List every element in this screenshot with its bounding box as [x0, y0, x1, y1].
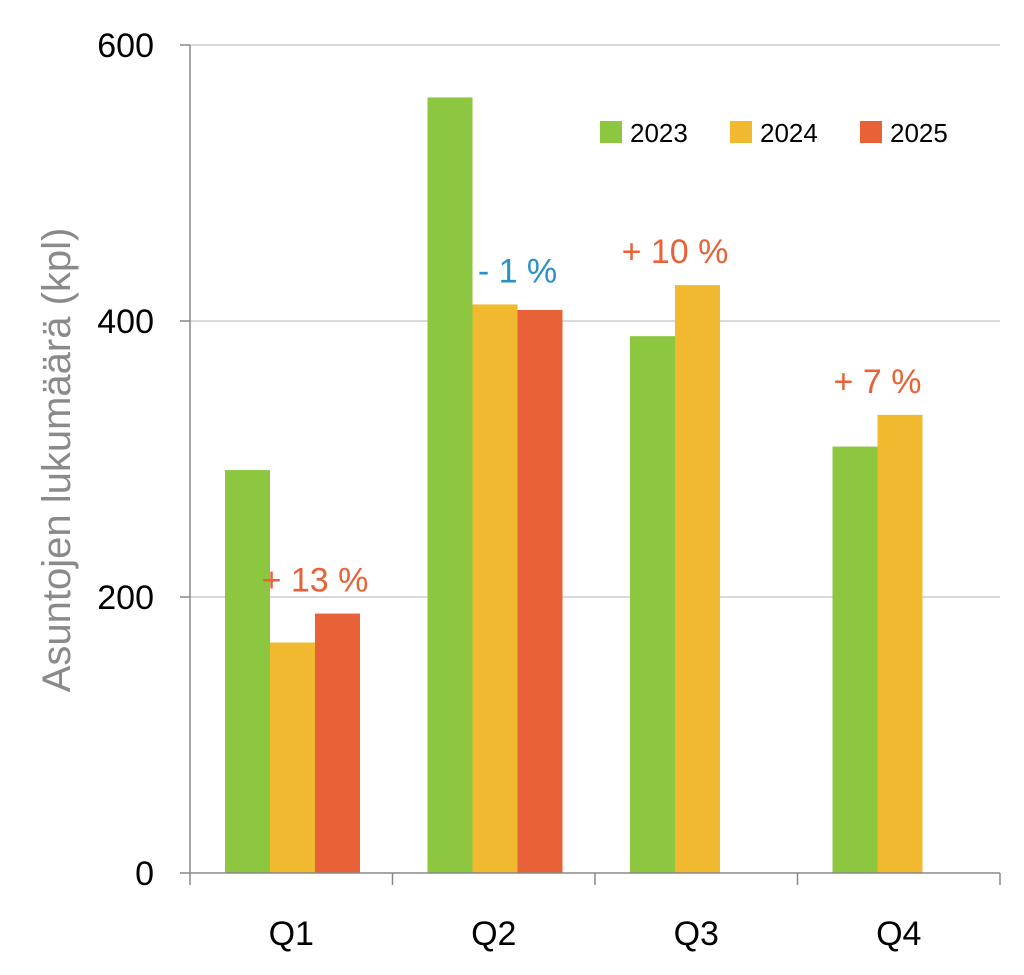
change-annotation-q2: - 1 % — [478, 252, 557, 290]
annotations: + 13 % - 1 % + 10 % + 7 % — [262, 233, 922, 599]
bar-q3-2024 — [675, 285, 720, 873]
change-annotation-q4: + 7 % — [834, 363, 922, 401]
bar-q1-2025 — [315, 613, 360, 873]
legend-swatch-2024 — [730, 121, 752, 143]
bars — [225, 97, 923, 874]
x-tick-label: Q2 — [471, 915, 516, 953]
x-tick-label: Q1 — [269, 915, 314, 953]
bar-q4-2024 — [877, 414, 923, 873]
change-annotation-q3: + 10 % — [622, 233, 729, 271]
bar-q4-2023 — [832, 446, 878, 873]
x-tick-label: Q3 — [674, 915, 719, 953]
bar-q2-2025 — [517, 309, 563, 874]
legend-swatch-2025 — [860, 121, 882, 143]
y-tick-label: 600 — [97, 27, 154, 65]
y-tick-label: 0 — [135, 855, 154, 893]
y-tick-labels: 0 200 400 600 — [97, 27, 154, 893]
x-tick-labels: Q1 Q2 Q3 Q4 — [269, 915, 922, 953]
bar-q2-2024 — [472, 304, 518, 873]
y-tick-label: 400 — [97, 303, 154, 341]
x-tick-label: Q4 — [876, 915, 921, 953]
legend-label-2025: 2025 — [890, 118, 948, 148]
legend-label-2024: 2024 — [760, 118, 818, 148]
legend: 2023 2024 2025 — [600, 118, 948, 148]
axes — [180, 44, 1001, 885]
y-tick-label: 200 — [97, 579, 154, 617]
legend-label-2023: 2023 — [630, 118, 688, 148]
y-axis-label: Asuntojen lukumäärä (kpl) — [35, 228, 79, 693]
legend-swatch-2023 — [600, 121, 622, 143]
bar-q1-2023 — [225, 470, 270, 873]
bar-q2-2023 — [427, 97, 473, 873]
change-annotation-q1: + 13 % — [262, 562, 369, 600]
bar-q3-2023 — [630, 336, 675, 873]
bar-q1-2024 — [270, 642, 315, 873]
